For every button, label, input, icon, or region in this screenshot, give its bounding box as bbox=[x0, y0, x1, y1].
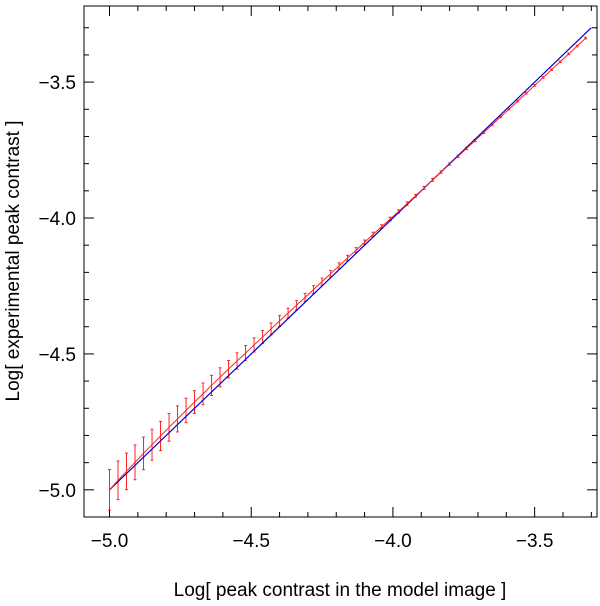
series-lines bbox=[109, 27, 592, 491]
y-axis-label: Log[ experimental peak contrast ] bbox=[3, 121, 24, 402]
x-tick-label: −5.0 bbox=[91, 531, 129, 552]
error-bars bbox=[108, 36, 588, 511]
reference-line bbox=[109, 27, 592, 491]
y-tick-label: −4.0 bbox=[38, 209, 76, 230]
y-tick-label: −4.5 bbox=[38, 345, 76, 366]
x-axis-label: Log[ peak contrast in the model image ] bbox=[174, 580, 507, 601]
y-tick-label: −3.5 bbox=[38, 73, 76, 94]
tick-labels: −5.0 −4.5 −4.0 −3.5 −5.0 −4.5 −4.0 −3.5 bbox=[38, 73, 553, 552]
y-tick-label: −5.0 bbox=[38, 481, 76, 502]
x-tick-label: −4.5 bbox=[232, 531, 270, 552]
axis-ticks bbox=[84, 6, 597, 518]
x-tick-label: −3.5 bbox=[516, 531, 554, 552]
measured-line bbox=[109, 37, 587, 491]
plot-frame bbox=[83, 5, 598, 518]
x-tick-label: −4.0 bbox=[374, 531, 412, 552]
